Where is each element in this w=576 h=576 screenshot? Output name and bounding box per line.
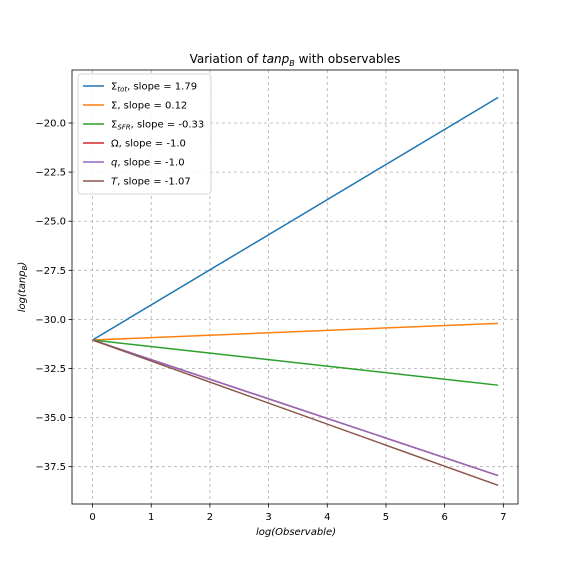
legend-label: q, slope = -1.0 bbox=[111, 158, 185, 169]
y-tick-label: −20.0 bbox=[35, 119, 66, 130]
x-axis-label: log(Observable) bbox=[256, 527, 336, 538]
series-line-t bbox=[92, 339, 499, 487]
y-tick-label: −27.5 bbox=[35, 266, 66, 277]
series-line-q bbox=[92, 339, 499, 477]
x-tick-label: 4 bbox=[324, 512, 330, 523]
y-tick-label: −32.5 bbox=[35, 364, 66, 375]
x-tick-label: 2 bbox=[207, 512, 213, 523]
y-tick-label: −35.0 bbox=[35, 413, 66, 424]
x-tick-label: 7 bbox=[500, 512, 506, 523]
legend-box bbox=[77, 73, 212, 195]
legend-label: ΣSFR, slope = -0.33 bbox=[111, 120, 204, 132]
legend-label: Σ, slope = 0.12 bbox=[111, 101, 187, 112]
series-line- bbox=[92, 322, 499, 341]
axes-layer: 0 1 2 3 4 5 6 7 −37.5 −35.0 −32.5 −30.0 −27.5 −25.0 −2… bbox=[35, 69, 519, 523]
legend-label: Σtot, slope = 1.79 bbox=[111, 82, 197, 94]
y-tick-label: −30.0 bbox=[35, 315, 66, 326]
y-tick-label: −37.5 bbox=[35, 462, 66, 473]
series-line-tot bbox=[92, 96, 499, 341]
legend-label: T, slope = -1.07 bbox=[111, 177, 191, 188]
x-tick-label: 0 bbox=[89, 512, 95, 523]
y-axis-label: log(tanpB) bbox=[17, 262, 29, 313]
x-tick-label: 6 bbox=[441, 512, 447, 523]
legend-label: Ω, slope = -1.0 bbox=[111, 139, 186, 150]
legend: Σtot, slope = 1.79 Σ, slope = 0.12 ΣSFR, s… bbox=[77, 73, 212, 195]
x-tick-label: 5 bbox=[383, 512, 389, 523]
x-tick-label: 1 bbox=[148, 512, 154, 523]
y-tick-label: −22.5 bbox=[35, 168, 66, 179]
series-line-sfr bbox=[92, 339, 499, 386]
x-tick-label: 3 bbox=[265, 512, 271, 523]
chart-title: Variation of tanpB with observables bbox=[190, 52, 401, 68]
series-layer bbox=[92, 96, 499, 487]
y-tick-label: −25.0 bbox=[35, 217, 66, 228]
plot-frame bbox=[71, 69, 519, 505]
